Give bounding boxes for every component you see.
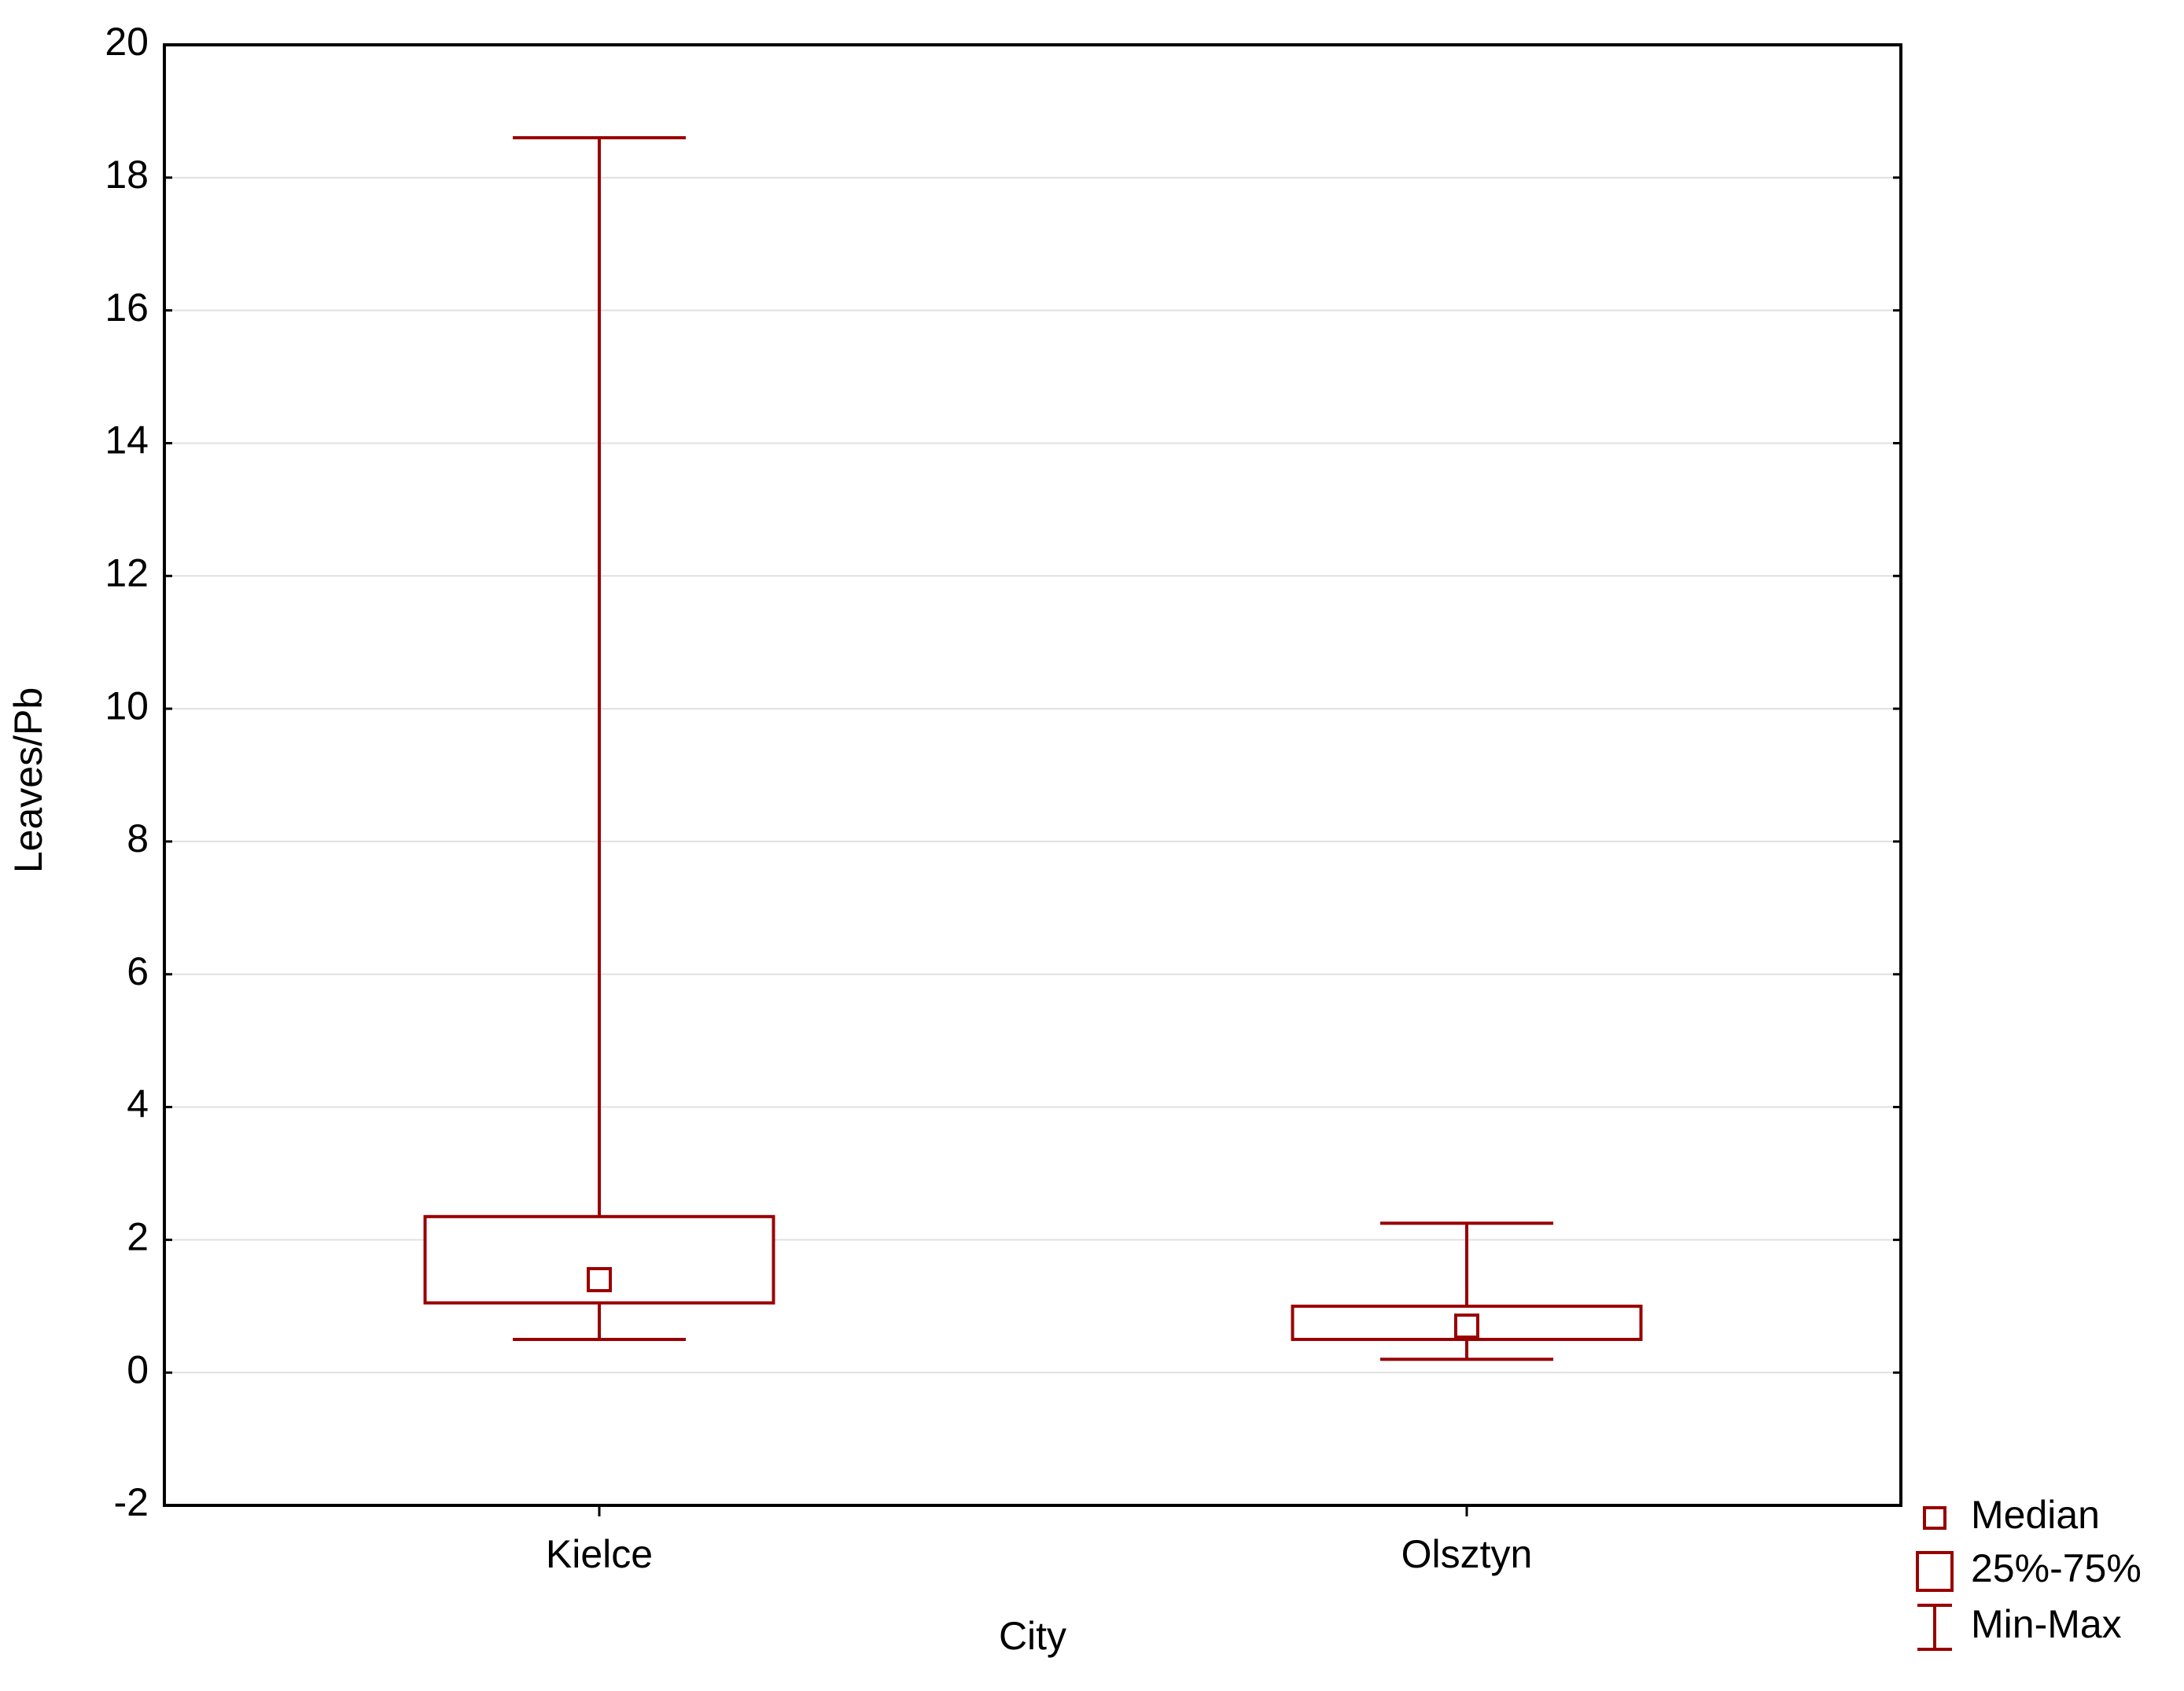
y-tick-label: 6 [127, 949, 149, 993]
y-axis-label: Leaves/Pb [6, 687, 50, 873]
y-tick-label: 18 [105, 153, 149, 197]
median [587, 1267, 612, 1293]
x-tick-label: Kielce [546, 1532, 653, 1576]
y-tick-label: -2 [114, 1480, 149, 1524]
y-tick-label: 12 [105, 551, 149, 595]
y-tick-label: 2 [127, 1215, 149, 1259]
legend-label: Min-Max [1971, 1602, 2122, 1646]
median [1454, 1313, 1479, 1339]
y-tick-label: 14 [105, 418, 149, 462]
y-tick-label: 10 [105, 683, 149, 728]
legend-label: Median [1971, 1493, 2100, 1537]
x-axis-label: City [999, 1614, 1066, 1658]
y-tick-label: 16 [105, 286, 149, 330]
y-tick-label: 8 [127, 816, 149, 860]
y-tick-label: 0 [127, 1347, 149, 1391]
legend-label: 25%-75% [1971, 1546, 2142, 1590]
legend-symbol [1923, 1506, 1946, 1530]
x-tick-label: Olsztyn [1401, 1532, 1533, 1576]
legend-symbol [1916, 1551, 1954, 1592]
y-tick-label: 4 [127, 1082, 149, 1126]
y-tick-label: 20 [105, 20, 149, 64]
plot-frame [163, 43, 1902, 1507]
